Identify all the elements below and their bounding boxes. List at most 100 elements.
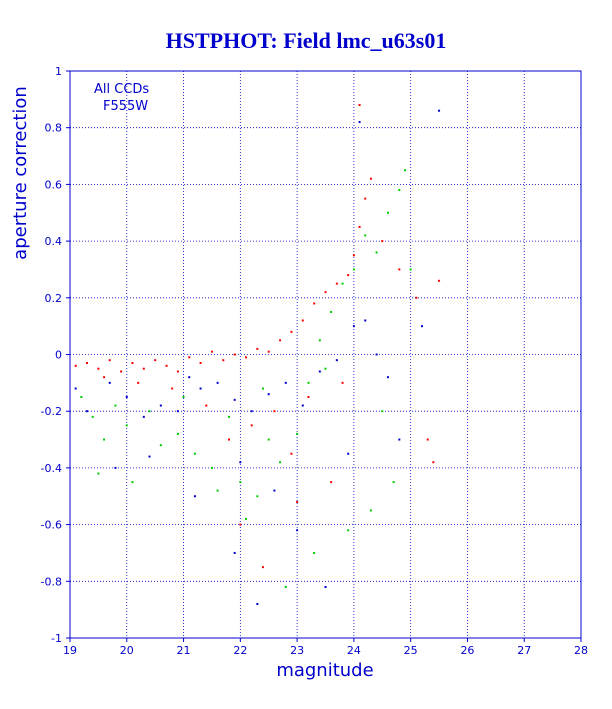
data-point	[330, 310, 333, 313]
data-point	[307, 381, 310, 384]
data-point	[103, 376, 106, 379]
grid-lines	[70, 71, 581, 638]
data-point	[313, 302, 316, 305]
data-point	[176, 370, 179, 373]
data-point	[188, 356, 191, 359]
x-tick-label: 21	[177, 644, 191, 657]
data-point	[296, 529, 299, 532]
data-point	[245, 517, 248, 520]
data-point	[256, 347, 259, 350]
data-point	[233, 398, 236, 401]
data-point	[392, 481, 395, 484]
data-point	[165, 364, 168, 367]
data-point	[267, 438, 270, 441]
data-point	[279, 339, 282, 342]
data-point	[273, 489, 276, 492]
data-point	[335, 282, 338, 285]
data-point	[97, 367, 100, 370]
data-point	[318, 339, 321, 342]
data-point	[324, 291, 327, 294]
data-point	[193, 495, 196, 498]
y-tick-label: 0.6	[45, 178, 63, 191]
data-point	[432, 461, 435, 464]
data-point	[290, 330, 293, 333]
data-point	[284, 381, 287, 384]
y-tick-label: 1	[55, 65, 62, 78]
data-point	[250, 410, 253, 413]
data-point	[210, 466, 213, 469]
data-point	[438, 109, 441, 112]
data-point	[369, 177, 372, 180]
data-point	[227, 438, 230, 441]
data-point	[108, 381, 111, 384]
data-point	[403, 169, 406, 172]
data-point	[222, 359, 225, 362]
data-point	[142, 415, 145, 418]
data-point	[267, 350, 270, 353]
data-point	[347, 274, 350, 277]
data-point	[142, 367, 145, 370]
data-point	[386, 211, 389, 214]
data-point	[199, 387, 202, 390]
data-point	[398, 438, 401, 441]
y-tick-label: 0.2	[45, 292, 63, 305]
data-point	[131, 362, 134, 365]
x-axis-title: magnitude	[276, 660, 373, 681]
data-point	[154, 359, 157, 362]
data-point	[239, 461, 242, 464]
data-point	[86, 410, 89, 413]
data-point	[290, 452, 293, 455]
data-point	[262, 566, 265, 569]
data-point	[233, 551, 236, 554]
data-point	[176, 432, 179, 435]
data-points	[74, 104, 441, 605]
data-point	[125, 396, 128, 399]
y-tick-label: -1	[51, 632, 62, 645]
y-tick-label: -0.6	[41, 519, 62, 532]
x-tick-label: 26	[460, 644, 474, 657]
data-point	[148, 410, 151, 413]
y-axis-ticks: 1 0.8 0.6 0.4 0.2 0 -0.2 -0.4 -0.6 -0.8 -1	[41, 65, 70, 645]
data-point	[91, 415, 94, 418]
x-axis-ticks: 19 20 21 22 23 24 25 26 27 28	[63, 638, 588, 657]
data-point	[364, 197, 367, 200]
data-point	[137, 381, 140, 384]
x-tick-label: 27	[517, 644, 531, 657]
data-point	[347, 529, 350, 532]
y-tick-label: -0.2	[41, 405, 62, 418]
y-tick-label: 0.8	[45, 122, 63, 135]
data-point	[313, 551, 316, 554]
data-point	[210, 350, 213, 353]
data-point	[256, 495, 259, 498]
data-point	[415, 296, 418, 299]
data-point	[341, 282, 344, 285]
data-point	[352, 325, 355, 328]
data-point	[188, 376, 191, 379]
data-point	[364, 234, 367, 237]
data-point	[352, 254, 355, 257]
data-point	[125, 424, 128, 427]
data-point	[324, 585, 327, 588]
x-tick-label: 23	[290, 644, 304, 657]
data-point	[296, 500, 299, 503]
y-axis-title: aperture correction	[10, 86, 31, 260]
annotation-filter: F555W	[103, 99, 148, 114]
data-point	[358, 225, 361, 228]
data-point	[341, 381, 344, 384]
data-point	[262, 387, 265, 390]
data-point	[159, 404, 162, 407]
data-point	[256, 602, 259, 605]
data-point	[199, 362, 202, 365]
data-point	[381, 240, 384, 243]
data-point	[296, 432, 299, 435]
data-point	[74, 387, 77, 390]
data-point	[409, 268, 412, 271]
data-point	[279, 461, 282, 464]
x-tick-label: 19	[63, 644, 77, 657]
data-point	[318, 370, 321, 373]
data-point	[216, 381, 219, 384]
data-point	[239, 523, 242, 526]
data-point	[330, 481, 333, 484]
data-point	[159, 444, 162, 447]
x-tick-label: 22	[233, 644, 247, 657]
